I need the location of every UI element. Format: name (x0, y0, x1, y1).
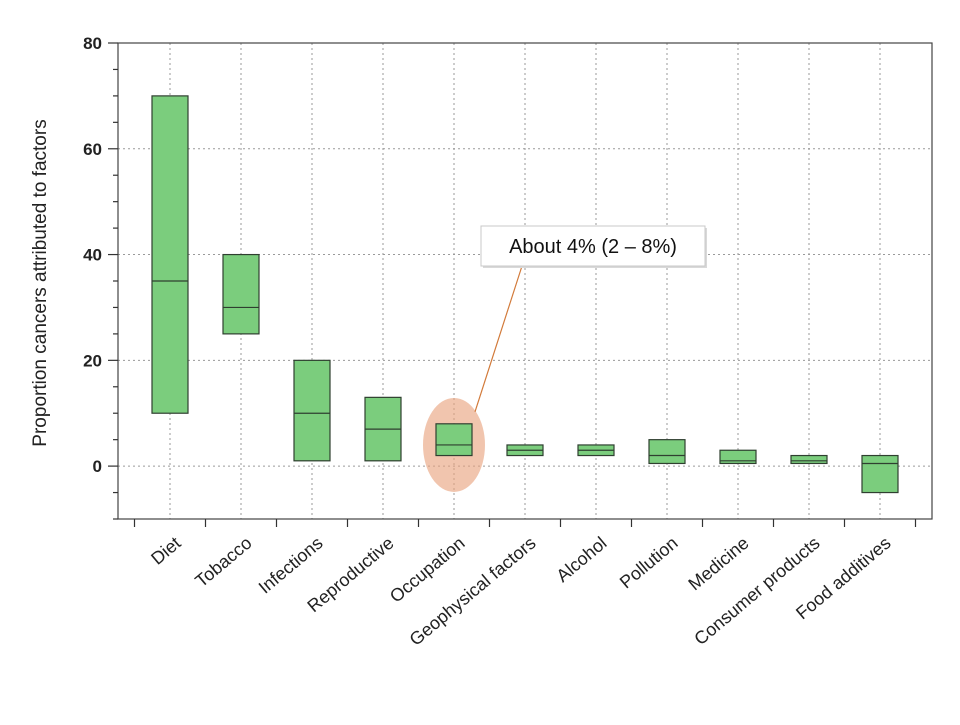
category-label: Infections (255, 533, 327, 598)
y-tick-label: 60 (83, 140, 102, 159)
box-consumer-products (790, 454, 828, 465)
box-food-additives (861, 454, 899, 494)
axis-layer (108, 42, 933, 527)
category-label: Pollution (616, 533, 682, 593)
box-layer (151, 95, 899, 494)
y-tick-label: 40 (83, 246, 102, 265)
category-label: Consumer products (690, 533, 823, 649)
y-axis-label: Proportion cancers attributed to factors (30, 119, 51, 446)
category-label: Medicine (685, 533, 753, 595)
annotation-layer: About 4% (2 – 8%) (474, 225, 707, 412)
box-occupation (435, 423, 473, 457)
box-infections (293, 359, 331, 462)
category-label: Diet (147, 533, 184, 569)
box-medicine (719, 449, 757, 465)
box-diet (151, 95, 189, 414)
y-tick-label: 20 (83, 351, 102, 370)
category-label: Alcohol (552, 533, 610, 586)
callout-leader-line (474, 265, 523, 412)
category-label: Geophysical factors (406, 533, 540, 650)
box-tobacco (222, 253, 260, 335)
callout-box (480, 225, 706, 267)
box-pollution (648, 439, 686, 465)
category-label: Tobacco (191, 533, 255, 591)
y-tick-label: 0 (93, 457, 102, 476)
callout-text: About 4% (2 – 8%) (509, 236, 677, 258)
y-tick-label: 80 (83, 34, 102, 53)
